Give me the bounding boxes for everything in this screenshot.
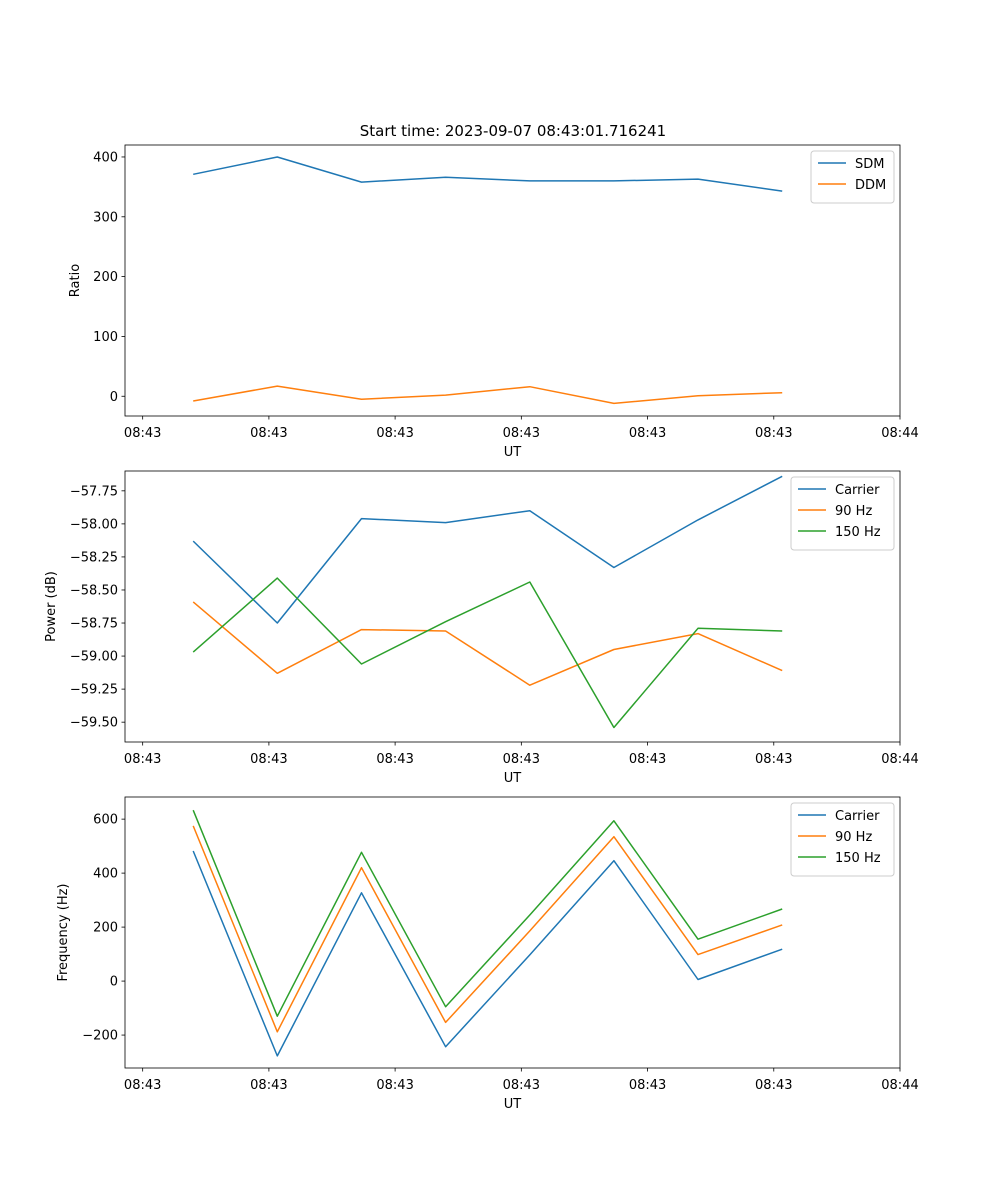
subplot-1: 08:43 08:43 08:43 08:43 08:43 08:43 08:44 0 100 2… <box>68 144 919 460</box>
legend-label: Carrier <box>835 483 880 498</box>
x-tick-label: 08:43 <box>376 426 413 441</box>
y-tick-label: −58.25 <box>70 550 118 565</box>
legend-label: 90 Hz <box>835 504 872 519</box>
x-axis-label: UT <box>504 1097 522 1112</box>
y-tick-label: −59.00 <box>70 650 118 665</box>
x-tick-label: 08:44 <box>881 426 918 441</box>
x-tick-label: 08:43 <box>503 1078 540 1093</box>
x-tick-label: 08:43 <box>250 426 287 441</box>
x-axis-label: UT <box>504 771 522 786</box>
series-line-150-hz <box>192 809 783 1017</box>
x-tick-label: 08:43 <box>250 1078 287 1093</box>
x-tick-label: 08:43 <box>629 752 666 767</box>
y-tick-label: −58.00 <box>70 517 118 532</box>
y-tick-label: 400 <box>93 867 118 882</box>
legend-label: 150 Hz <box>835 525 881 540</box>
y-tick-label: −59.50 <box>70 716 118 731</box>
legend: Carrier 90 Hz 150 Hz <box>790 802 895 877</box>
x-tick-label: 08:43 <box>376 1078 413 1093</box>
y-tick-label: 200 <box>93 270 118 285</box>
y-tick-label: −57.75 <box>70 484 118 499</box>
y-tick-label: 100 <box>93 330 118 345</box>
x-tick-label: 08:43 <box>629 426 666 441</box>
series-line-90-hz <box>192 601 783 686</box>
y-tick-label: 0 <box>110 975 118 990</box>
y-tick-label: 0 <box>110 390 118 405</box>
x-tick-label: 08:43 <box>124 752 161 767</box>
x-tick-label: 08:43 <box>503 426 540 441</box>
series-line-carrier <box>192 475 783 624</box>
legend: Carrier 90 Hz 150 Hz <box>790 476 895 551</box>
y-axis-label: Frequency (Hz) <box>56 883 71 981</box>
y-tick-label: 300 <box>93 210 118 225</box>
y-tick-label: −58.75 <box>70 617 118 632</box>
x-tick-label: 08:43 <box>376 752 413 767</box>
x-tick-label: 08:43 <box>755 426 792 441</box>
series-line-carrier <box>192 850 783 1057</box>
series-line-ddm <box>193 385 783 405</box>
legend-label: SDM <box>855 157 884 172</box>
series-line-90-hz <box>192 825 783 1033</box>
x-tick-label: 08:43 <box>629 1078 666 1093</box>
y-tick-label: −200 <box>82 1029 118 1044</box>
series-line-sdm <box>193 156 783 192</box>
axes-frame <box>124 796 901 1069</box>
y-axis-label: Ratio <box>68 264 83 297</box>
subplot-3: 08:43 08:43 08:43 08:43 08:43 08:43 08:44 −200 0… <box>56 796 919 1112</box>
subplots: 08:43 08:43 08:43 08:43 08:43 08:43 08:44 0 100 2… <box>44 144 919 1112</box>
x-tick-label: 08:43 <box>503 752 540 767</box>
axes-frame <box>124 470 901 743</box>
legend-label: Carrier <box>835 809 880 824</box>
x-tick-label: 08:43 <box>250 752 287 767</box>
series-line-150-hz <box>192 577 783 729</box>
legend-label: 150 Hz <box>835 851 881 866</box>
axes-frame <box>124 144 901 417</box>
x-tick-label: 08:43 <box>755 752 792 767</box>
legend-label: 90 Hz <box>835 830 872 845</box>
x-tick-label: 08:44 <box>881 1078 918 1093</box>
y-tick-label: 400 <box>93 150 118 165</box>
x-tick-label: 08:43 <box>755 1078 792 1093</box>
y-axis-label: Power (dB) <box>44 571 59 642</box>
x-tick-label: 08:43 <box>124 426 161 441</box>
subplot-2: 08:43 08:43 08:43 08:43 08:43 08:43 08:44 −59.5… <box>44 470 919 786</box>
legend: SDM DDM <box>810 150 895 204</box>
y-tick-label: 200 <box>93 921 118 936</box>
y-tick-label: 600 <box>93 813 118 828</box>
x-tick-label: 08:43 <box>124 1078 161 1093</box>
x-axis-label: UT <box>504 445 522 460</box>
figure-title: Start time: 2023-09-07 08:43:01.716241 <box>360 122 666 140</box>
legend-label: DDM <box>855 178 886 193</box>
y-tick-label: −59.25 <box>70 683 118 698</box>
x-tick-label: 08:44 <box>881 752 918 767</box>
y-tick-label: −58.50 <box>70 583 118 598</box>
legend-box <box>810 150 895 204</box>
